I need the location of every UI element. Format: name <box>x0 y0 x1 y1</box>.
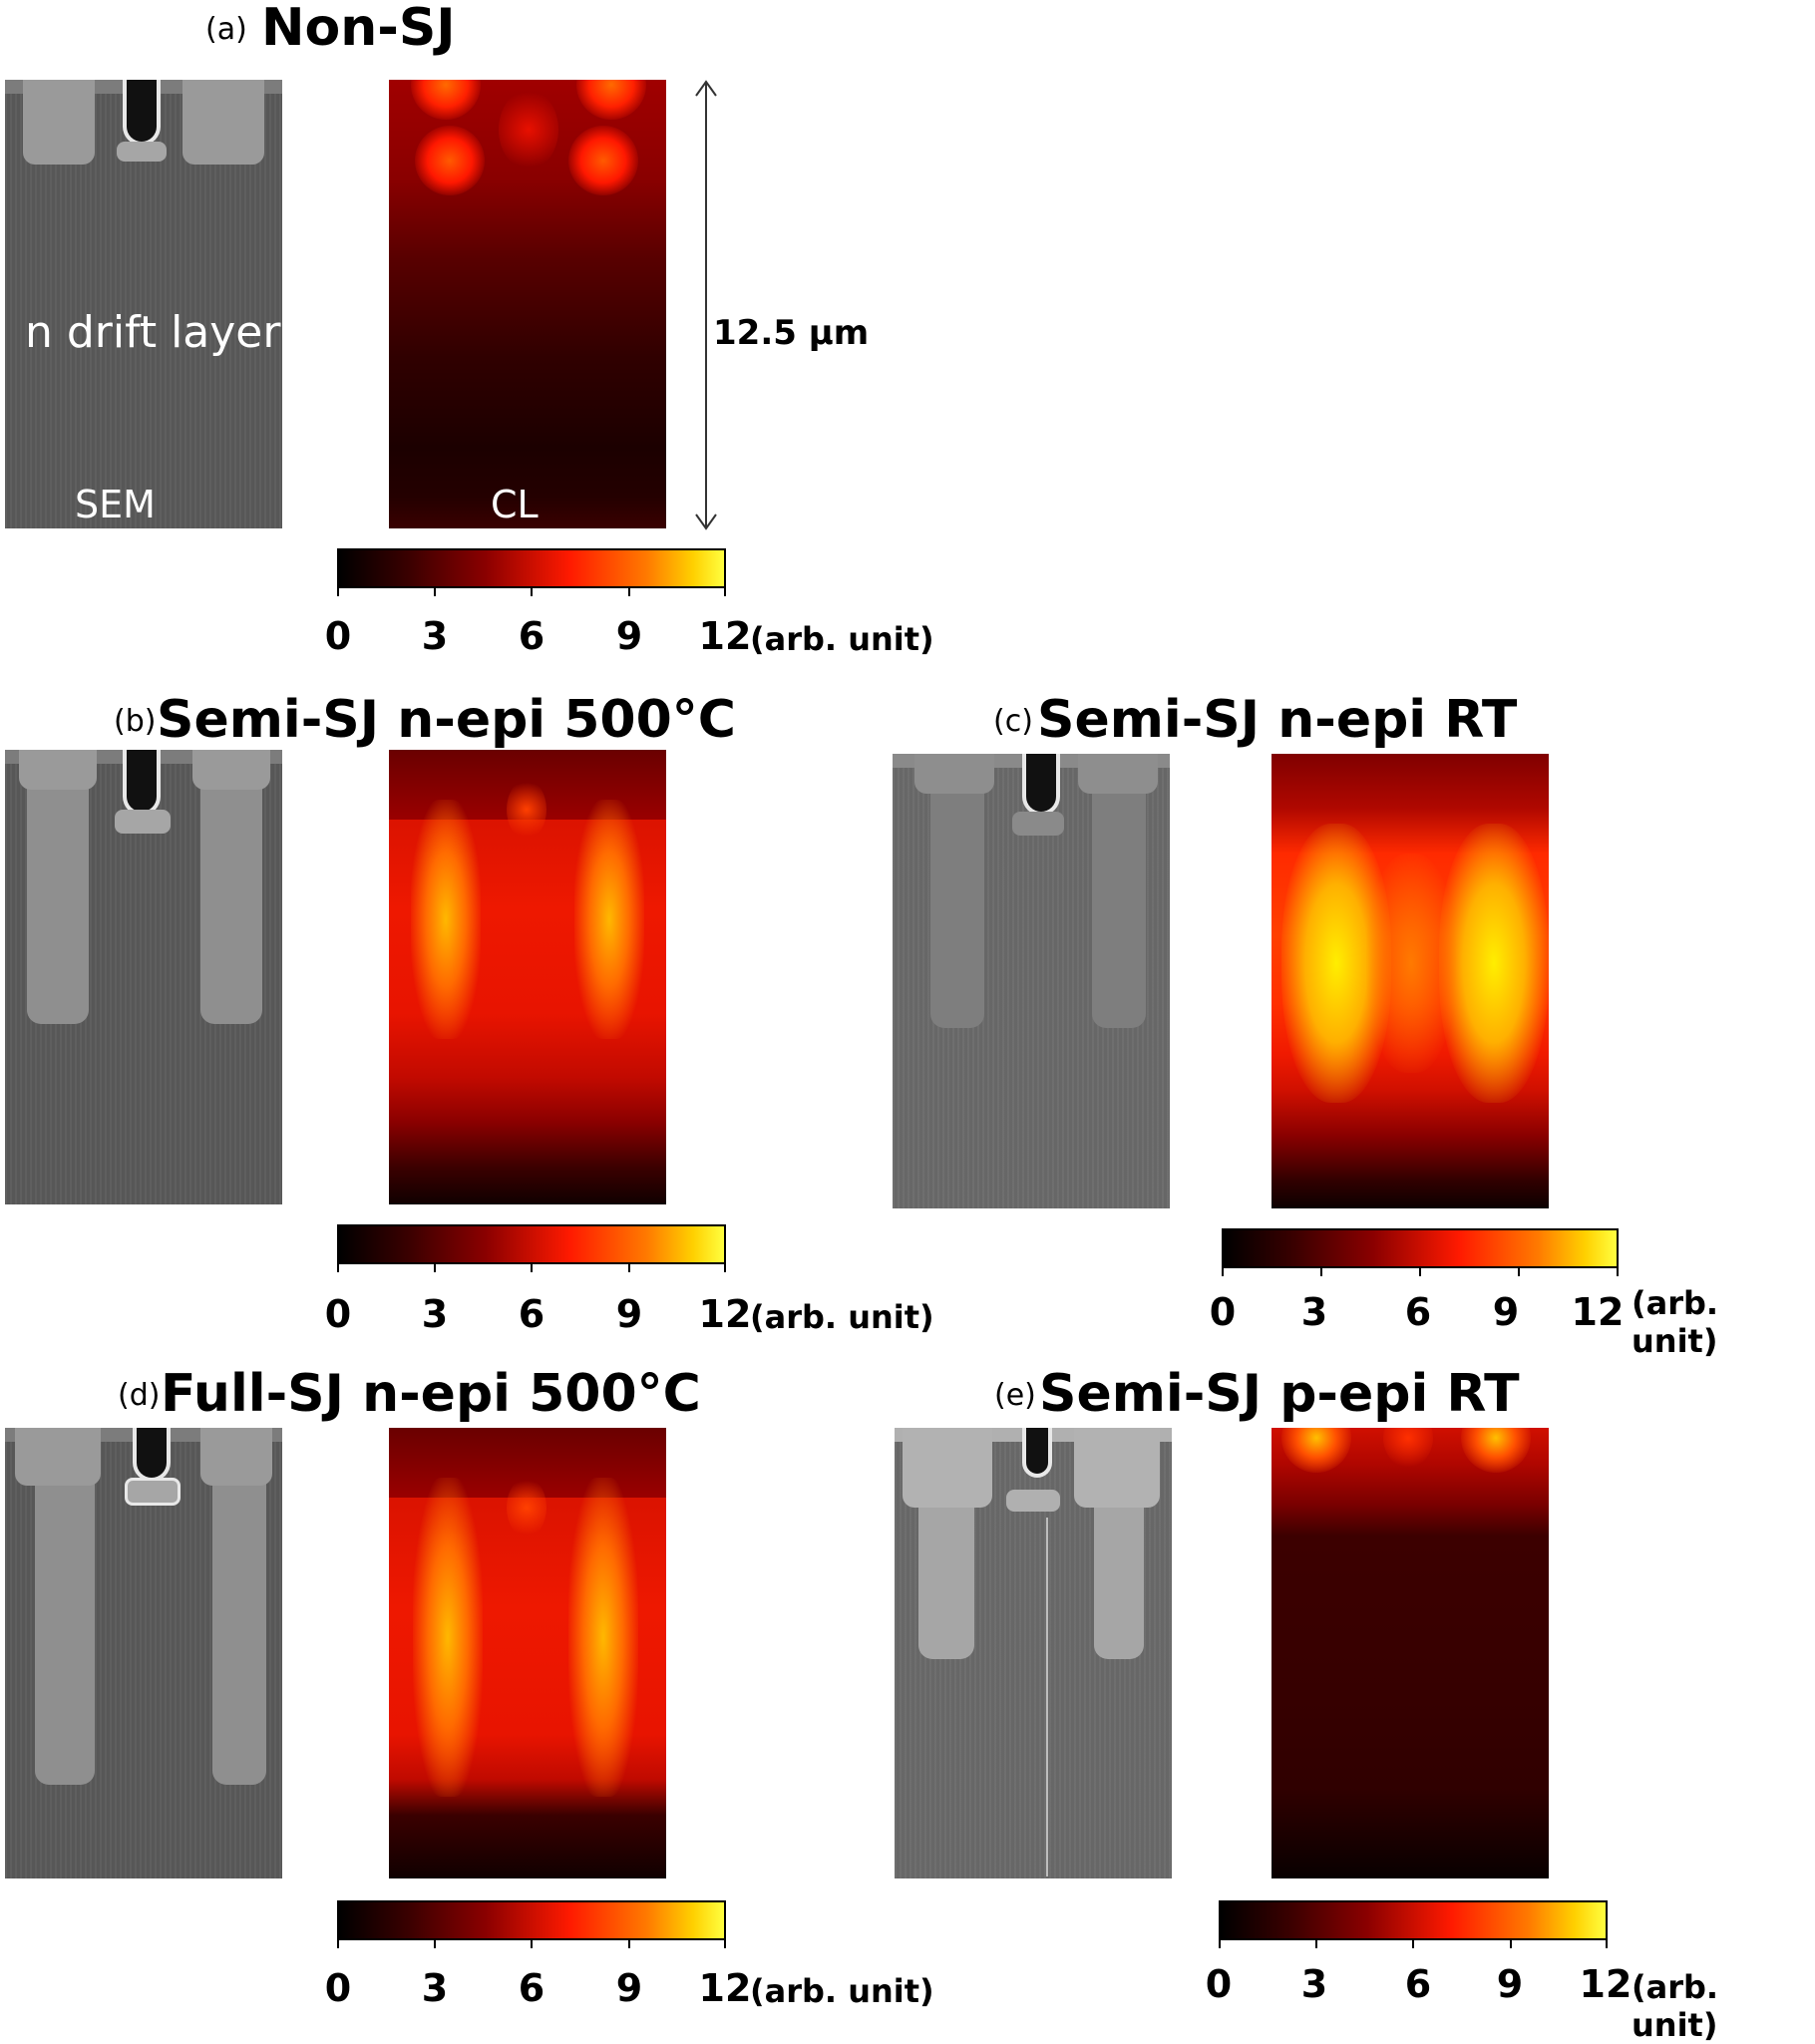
colorbar-b-tick-12: 12 <box>698 1292 752 1336</box>
colorbar-c-tick-9: 9 <box>1492 1290 1520 1334</box>
colorbar-e-unit: (arb. unit) <box>1632 1968 1719 2044</box>
colorbar-a-tick-3: 3 <box>421 614 449 658</box>
panel-e-tag: (e) <box>994 1378 1036 1413</box>
panel-c-title: Semi-SJ n-epi RT <box>1037 690 1518 750</box>
colorbar-c <box>1222 1228 1619 1268</box>
sem-sublabel: SEM image <box>75 483 192 528</box>
panel-a-cl-image: CL image <box>389 80 666 528</box>
panel-c-sem-image <box>893 754 1170 1208</box>
colorbar-b-unit: (arb. unit) <box>750 1298 934 1336</box>
colorbar-d-tick-6: 6 <box>518 1966 545 2010</box>
panel-b-title: Semi-SJ n-epi 500°C <box>157 690 736 750</box>
colorbar-c-tick-0: 0 <box>1209 1290 1237 1334</box>
colorbar-b-tick-3: 3 <box>421 1292 449 1336</box>
panel-d-tag: (d) <box>118 1378 161 1413</box>
colorbar-a-tick-6: 6 <box>518 614 545 658</box>
panel-c-cl-image <box>1271 754 1549 1208</box>
colorbar-e-tick-0: 0 <box>1205 1962 1233 2006</box>
panel-c-tag: (c) <box>993 704 1033 739</box>
colorbar-e-tick-6: 6 <box>1404 1962 1432 2006</box>
panel-e-sem-image <box>895 1428 1172 1878</box>
colorbar-e-tick-12: 12 <box>1579 1962 1633 2006</box>
panel-b-cl-image <box>389 750 666 1204</box>
sem-label: n drift layer <box>25 307 281 358</box>
colorbar-e-tick-3: 3 <box>1300 1962 1328 2006</box>
panel-a-tag: (a) <box>205 12 247 47</box>
cl-sublabel: CL image <box>491 483 608 528</box>
colorbar-a-tick-0: 0 <box>324 614 352 658</box>
colorbar-c-tick-12: 12 <box>1571 1290 1625 1334</box>
colorbar-d-tick-3: 3 <box>421 1966 449 2010</box>
colorbar-c-tick-3: 3 <box>1300 1290 1328 1334</box>
panel-a-title: Non-SJ <box>261 0 456 58</box>
colorbar-d-tick-9: 9 <box>615 1966 643 2010</box>
colorbar-a-unit: (arb. unit) <box>750 620 934 658</box>
scale-label: 12.5 μm <box>713 313 870 353</box>
colorbar-d-tick-0: 0 <box>324 1966 352 2010</box>
panel-d-title: Full-SJ n-epi 500°C <box>161 1364 701 1424</box>
colorbar-a-tick-12: 12 <box>698 614 752 658</box>
colorbar-d <box>337 1900 726 1940</box>
colorbar-a-tick-9: 9 <box>615 614 643 658</box>
colorbar-d-unit: (arb. unit) <box>750 1972 934 2010</box>
colorbar-c-unit: (arb. unit) <box>1632 1284 1719 1360</box>
colorbar-e <box>1219 1900 1608 1940</box>
colorbar-b-tick-9: 9 <box>615 1292 643 1336</box>
colorbar-b-tick-6: 6 <box>518 1292 545 1336</box>
panel-a-sem-image: n drift layer SEM image <box>5 80 282 528</box>
panel-e-title: Semi-SJ p-epi RT <box>1039 1364 1520 1424</box>
colorbar-b-tick-0: 0 <box>324 1292 352 1336</box>
colorbar-d-tick-12: 12 <box>698 1966 752 2010</box>
scale-arrow <box>695 80 717 530</box>
colorbar-c-tick-6: 6 <box>1404 1290 1432 1334</box>
colorbar-b <box>337 1224 726 1264</box>
panel-e-cl-image <box>1271 1428 1549 1878</box>
panel-d-cl-image <box>389 1428 666 1878</box>
colorbar-e-tick-9: 9 <box>1496 1962 1524 2006</box>
panel-d-sem-image <box>5 1428 282 1878</box>
panel-b-tag: (b) <box>114 704 157 739</box>
panel-b-sem-image <box>5 750 282 1204</box>
colorbar-a <box>337 548 726 588</box>
